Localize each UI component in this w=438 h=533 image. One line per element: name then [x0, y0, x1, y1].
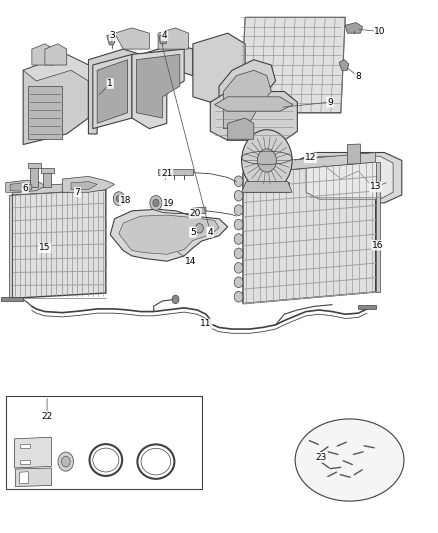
Polygon shape — [12, 190, 106, 298]
Circle shape — [234, 277, 243, 288]
Polygon shape — [347, 144, 360, 164]
Polygon shape — [115, 28, 149, 49]
Polygon shape — [32, 44, 53, 65]
Polygon shape — [20, 444, 30, 448]
Polygon shape — [10, 183, 32, 191]
Polygon shape — [193, 33, 245, 108]
Circle shape — [58, 452, 74, 471]
Polygon shape — [28, 163, 41, 168]
Polygon shape — [15, 468, 51, 487]
Circle shape — [234, 205, 243, 215]
Polygon shape — [93, 54, 132, 128]
Text: 8: 8 — [355, 72, 361, 81]
Polygon shape — [358, 305, 376, 309]
Text: 19: 19 — [163, 199, 175, 208]
Circle shape — [234, 219, 243, 230]
Polygon shape — [158, 169, 193, 175]
Polygon shape — [9, 195, 12, 298]
Circle shape — [153, 199, 159, 207]
Circle shape — [234, 263, 243, 273]
Polygon shape — [107, 33, 116, 45]
Text: 5: 5 — [190, 228, 196, 237]
Circle shape — [172, 295, 179, 304]
Circle shape — [195, 223, 203, 233]
Polygon shape — [20, 460, 30, 464]
Text: 12: 12 — [305, 154, 316, 163]
Polygon shape — [158, 28, 188, 49]
Polygon shape — [28, 86, 62, 139]
Polygon shape — [110, 209, 228, 261]
Polygon shape — [210, 92, 297, 140]
Text: 18: 18 — [120, 196, 131, 205]
Text: 10: 10 — [374, 27, 386, 36]
Polygon shape — [245, 182, 289, 192]
Text: 6: 6 — [22, 183, 28, 192]
Circle shape — [257, 149, 276, 172]
Polygon shape — [23, 54, 88, 144]
Polygon shape — [45, 44, 67, 65]
Polygon shape — [243, 162, 376, 304]
Polygon shape — [242, 182, 292, 192]
Polygon shape — [71, 182, 97, 190]
Polygon shape — [219, 60, 276, 134]
Polygon shape — [43, 171, 51, 187]
Text: 20: 20 — [189, 209, 201, 218]
Text: 23: 23 — [316, 453, 327, 462]
Text: 13: 13 — [370, 182, 381, 191]
Polygon shape — [14, 437, 51, 468]
Polygon shape — [6, 180, 45, 192]
Text: 14: 14 — [185, 257, 196, 265]
Circle shape — [234, 248, 243, 259]
Text: 21: 21 — [161, 169, 173, 178]
Circle shape — [150, 196, 162, 211]
Text: 22: 22 — [42, 411, 53, 421]
Text: 15: 15 — [39, 244, 51, 253]
Text: 1: 1 — [107, 79, 113, 88]
Text: 16: 16 — [372, 241, 384, 250]
Circle shape — [234, 190, 243, 201]
Polygon shape — [62, 176, 115, 192]
Polygon shape — [30, 166, 39, 187]
Polygon shape — [12, 182, 106, 195]
Polygon shape — [97, 60, 127, 123]
Polygon shape — [243, 152, 376, 174]
Circle shape — [234, 233, 243, 244]
Polygon shape — [20, 472, 28, 484]
Polygon shape — [41, 168, 53, 173]
Polygon shape — [136, 54, 180, 118]
Polygon shape — [297, 152, 402, 203]
Polygon shape — [132, 49, 184, 128]
Polygon shape — [119, 215, 219, 254]
Text: 4: 4 — [208, 228, 213, 237]
Polygon shape — [339, 60, 349, 70]
Polygon shape — [345, 22, 363, 33]
Circle shape — [234, 292, 243, 302]
Text: 7: 7 — [74, 188, 81, 197]
Polygon shape — [306, 156, 393, 199]
Polygon shape — [223, 70, 271, 128]
Text: 11: 11 — [200, 319, 212, 328]
Text: 9: 9 — [327, 98, 333, 107]
Text: 3: 3 — [110, 31, 115, 41]
Polygon shape — [88, 44, 193, 134]
Circle shape — [61, 456, 70, 467]
Polygon shape — [159, 34, 168, 44]
Polygon shape — [215, 97, 293, 111]
Text: 4: 4 — [208, 228, 213, 237]
Polygon shape — [376, 162, 380, 292]
Polygon shape — [228, 118, 254, 139]
Bar — [6, 397, 201, 489]
Polygon shape — [241, 17, 345, 113]
Circle shape — [234, 176, 243, 187]
Ellipse shape — [295, 419, 404, 501]
Text: 5: 5 — [190, 228, 196, 237]
Polygon shape — [1, 297, 23, 302]
Circle shape — [113, 192, 124, 206]
Polygon shape — [193, 207, 206, 214]
Polygon shape — [23, 54, 88, 81]
Circle shape — [242, 130, 292, 191]
Circle shape — [116, 196, 121, 202]
Text: 4: 4 — [162, 31, 167, 41]
